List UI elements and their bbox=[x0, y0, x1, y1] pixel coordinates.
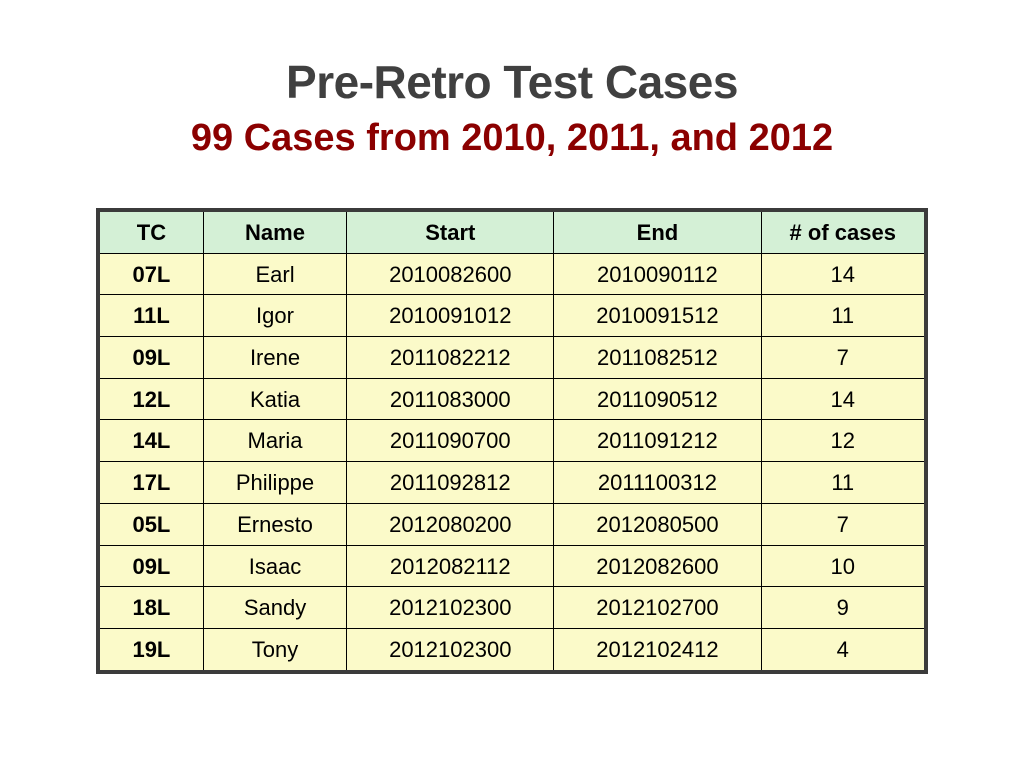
page-title: Pre-Retro Test Cases bbox=[0, 55, 1024, 109]
cell-tc: 05L bbox=[98, 503, 203, 545]
cell-end: 2010090112 bbox=[554, 253, 761, 295]
cell-end: 2010091512 bbox=[554, 295, 761, 337]
cell-tc: 07L bbox=[98, 253, 203, 295]
cell-cases: 9 bbox=[761, 587, 926, 629]
cell-end: 2012102700 bbox=[554, 587, 761, 629]
cell-start: 2011090700 bbox=[347, 420, 554, 462]
cases-table-container: TC Name Start End # of cases 07LEarl2010… bbox=[96, 208, 928, 674]
cell-start: 2010091012 bbox=[347, 295, 554, 337]
table-row: 12LKatia2011083000201109051214 bbox=[98, 378, 926, 420]
cell-name: Ernesto bbox=[203, 503, 346, 545]
cell-cases: 7 bbox=[761, 337, 926, 379]
cell-tc: 18L bbox=[98, 587, 203, 629]
cell-cases: 11 bbox=[761, 295, 926, 337]
table-header-row: TC Name Start End # of cases bbox=[98, 210, 926, 253]
cell-end: 2011082512 bbox=[554, 337, 761, 379]
cell-name: Tony bbox=[203, 628, 346, 671]
cell-tc: 17L bbox=[98, 462, 203, 504]
cell-end: 2011090512 bbox=[554, 378, 761, 420]
cell-start: 2011082212 bbox=[347, 337, 554, 379]
cell-name: Igor bbox=[203, 295, 346, 337]
cell-cases: 12 bbox=[761, 420, 926, 462]
cell-cases: 10 bbox=[761, 545, 926, 587]
cell-name: Isaac bbox=[203, 545, 346, 587]
cell-start: 2012102300 bbox=[347, 587, 554, 629]
cell-end: 2012102412 bbox=[554, 628, 761, 671]
cell-end: 2012080500 bbox=[554, 503, 761, 545]
cell-start: 2011092812 bbox=[347, 462, 554, 504]
cell-cases: 7 bbox=[761, 503, 926, 545]
table-row: 07LEarl2010082600201009011214 bbox=[98, 253, 926, 295]
cell-start: 2012102300 bbox=[347, 628, 554, 671]
cell-cases: 11 bbox=[761, 462, 926, 504]
cell-end: 2011091212 bbox=[554, 420, 761, 462]
cell-end: 2011100312 bbox=[554, 462, 761, 504]
page-subtitle: 99 Cases from 2010, 2011, and 2012 bbox=[0, 117, 1024, 160]
col-header-end: End bbox=[554, 210, 761, 253]
table-row: 17LPhilippe2011092812201110031211 bbox=[98, 462, 926, 504]
table-row: 19LTony201210230020121024124 bbox=[98, 628, 926, 671]
cell-cases: 14 bbox=[761, 253, 926, 295]
cell-tc: 09L bbox=[98, 545, 203, 587]
col-header-start: Start bbox=[347, 210, 554, 253]
cell-name: Irene bbox=[203, 337, 346, 379]
table-row: 05LErnesto201208020020120805007 bbox=[98, 503, 926, 545]
cell-tc: 12L bbox=[98, 378, 203, 420]
cell-name: Sandy bbox=[203, 587, 346, 629]
cell-cases: 14 bbox=[761, 378, 926, 420]
table-row: 14LMaria2011090700201109121212 bbox=[98, 420, 926, 462]
cell-name: Philippe bbox=[203, 462, 346, 504]
table-body: 07LEarl2010082600201009011214 11LIgor201… bbox=[98, 253, 926, 671]
col-header-tc: TC bbox=[98, 210, 203, 253]
cell-start: 2011083000 bbox=[347, 378, 554, 420]
table-row: 09LIrene201108221220110825127 bbox=[98, 337, 926, 379]
cell-tc: 14L bbox=[98, 420, 203, 462]
col-header-name: Name bbox=[203, 210, 346, 253]
table-row: 18LSandy201210230020121027009 bbox=[98, 587, 926, 629]
cases-table: TC Name Start End # of cases 07LEarl2010… bbox=[96, 208, 928, 674]
cell-start: 2010082600 bbox=[347, 253, 554, 295]
cell-cases: 4 bbox=[761, 628, 926, 671]
cell-name: Maria bbox=[203, 420, 346, 462]
cell-tc: 11L bbox=[98, 295, 203, 337]
cell-start: 2012082112 bbox=[347, 545, 554, 587]
cell-name: Earl bbox=[203, 253, 346, 295]
table-row: 11LIgor2010091012201009151211 bbox=[98, 295, 926, 337]
cell-start: 2012080200 bbox=[347, 503, 554, 545]
cell-name: Katia bbox=[203, 378, 346, 420]
cell-end: 2012082600 bbox=[554, 545, 761, 587]
cell-tc: 19L bbox=[98, 628, 203, 671]
table-row: 09LIsaac2012082112201208260010 bbox=[98, 545, 926, 587]
cell-tc: 09L bbox=[98, 337, 203, 379]
col-header-cases: # of cases bbox=[761, 210, 926, 253]
